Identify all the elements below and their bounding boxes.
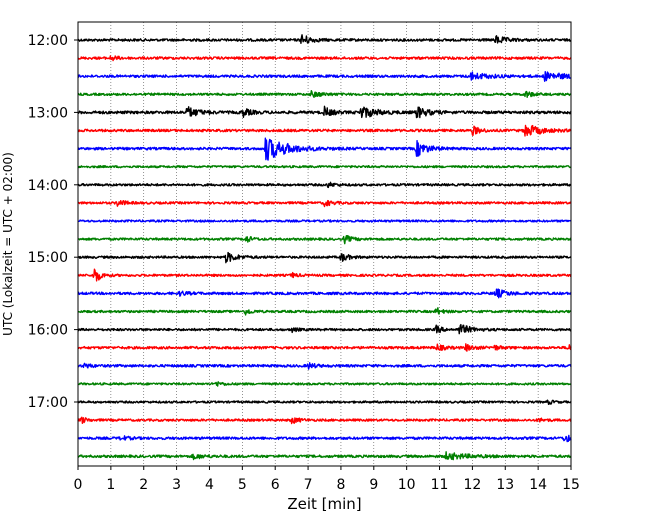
y-tick-label: 16:00 — [28, 323, 68, 339]
seismogram-traces — [77, 34, 572, 461]
x-tick-label: 12 — [463, 477, 481, 493]
trace-1330 — [77, 137, 572, 161]
y-axis-label: UTC (Lokalzeit = UTC + 02:00) — [1, 152, 15, 336]
x-tick-label: 11 — [431, 477, 449, 493]
trace-1230 — [77, 71, 572, 82]
plot-frame — [77, 21, 572, 467]
trace-1400 — [77, 181, 572, 189]
y-axis-ticks: 12:00 13:00 14:00 15:00 16:00 17:00 — [28, 33, 78, 411]
x-tick-label: 10 — [398, 477, 416, 493]
trace-1345 — [77, 165, 572, 169]
x-tick-label: 3 — [172, 477, 181, 493]
vertical-grid — [110, 22, 539, 466]
trace-1645 — [77, 381, 572, 387]
x-tick-label: 15 — [562, 477, 580, 493]
x-tick-label: 14 — [529, 477, 547, 493]
trace-1500 — [77, 251, 572, 264]
trace-1600 — [77, 323, 572, 335]
x-tick-label: 13 — [496, 477, 514, 493]
x-tick-label: 4 — [205, 477, 214, 493]
trace-1730 — [77, 434, 572, 443]
trace-1200 — [77, 34, 572, 45]
x-axis-label: Zeit [min] — [287, 495, 361, 513]
trace-1245 — [77, 90, 572, 98]
trace-1300 — [77, 105, 572, 119]
trace-1745 — [77, 451, 572, 461]
trace-1415 — [77, 199, 572, 208]
x-tick-label: 9 — [369, 477, 378, 493]
y-tick-label: 13:00 — [28, 105, 68, 121]
trace-1700 — [77, 399, 572, 405]
trace-1215 — [77, 55, 572, 62]
y-tick-label: 17:00 — [28, 395, 68, 411]
trace-1530 — [77, 288, 572, 299]
trace-1545 — [77, 307, 572, 316]
x-tick-label: 6 — [271, 477, 280, 493]
y-tick-label: 15:00 — [28, 250, 68, 266]
y-tick-label: 12:00 — [28, 33, 68, 49]
trace-1430 — [77, 219, 572, 223]
x-tick-label: 8 — [336, 477, 345, 493]
x-axis-ticks: 0 1 2 3 4 5 6 7 8 9 10 11 12 13 14 15 — [74, 466, 580, 493]
trace-1445 — [77, 234, 572, 245]
y-tick-label: 14:00 — [28, 178, 68, 194]
x-tick-label: 0 — [74, 477, 83, 493]
trace-1715 — [77, 416, 572, 425]
x-tick-label: 7 — [304, 477, 313, 493]
x-tick-label: 1 — [106, 477, 115, 493]
trace-1630 — [77, 362, 572, 370]
trace-1315 — [77, 124, 572, 137]
x-tick-label: 5 — [238, 477, 247, 493]
trace-1515 — [77, 268, 572, 282]
trace-1615 — [77, 343, 572, 352]
x-tick-label: 2 — [139, 477, 148, 493]
